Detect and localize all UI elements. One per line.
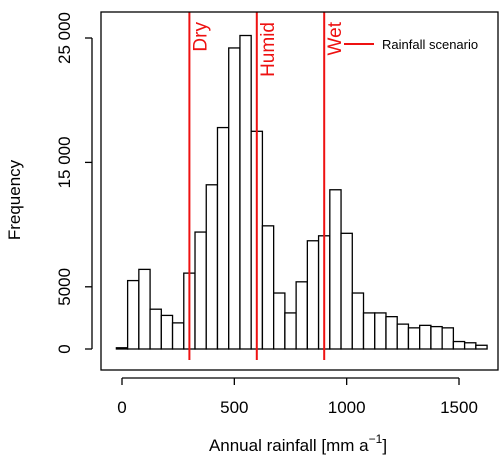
histogram-bar-21 [351,292,365,350]
histogram-bar-4 [160,314,174,350]
y-tick-label-0: 0 [55,344,74,353]
histogram-bar-14 [272,292,286,350]
histogram-bar-32 [475,344,488,350]
histogram-bar-0 [115,347,129,350]
y-axis-title: Frequency [5,159,24,240]
histogram-bars [115,34,488,350]
histogram-bar-31 [463,342,477,350]
y-axis: 0 5000 15 000 25 000 [55,12,93,354]
scenario-label-dry: Dry [190,22,211,52]
histogram-bar-22 [362,312,376,350]
histogram-bar-20 [340,232,353,350]
plot-frame [100,11,499,371]
histogram-bar-19 [329,189,342,350]
histogram-bar-25 [396,323,410,350]
x-tick-label-1000: 1000 [328,398,366,417]
legend: Rainfall scenario [344,37,478,52]
histogram-bar-8 [205,184,219,350]
histogram-bar-17 [306,240,320,350]
histogram-bar-3 [149,308,162,350]
histogram-bar-26 [407,327,421,350]
histogram-bar-11 [239,34,252,350]
plot-border [100,11,499,371]
x-tick-label-500: 500 [220,398,248,417]
x-axis-title: Annual rainfall [mm a−1] [209,432,387,455]
histogram-bar-15 [284,312,297,350]
histogram-bar-10 [228,47,241,350]
scenario-label-wet: Wet [325,21,346,55]
histogram-bar-9 [216,126,230,350]
histogram-bar-2 [138,268,151,350]
histogram-bar-30 [452,340,466,350]
legend-label: Rainfall scenario [382,37,478,52]
scenario-lines: Dry Humid Wet [188,12,346,360]
y-tick-label-15000: 15 000 [55,136,74,188]
y-tick-label-25000: 25 000 [55,12,74,64]
histogram-bar-23 [374,312,387,350]
histogram-bar-7 [194,231,207,350]
histogram-bar-13 [261,225,275,350]
x-tick-label-0: 0 [117,398,126,417]
histogram-bar-1 [126,279,140,350]
histogram-bar-24 [385,316,398,350]
x-axis: 0 500 1000 1500 [117,377,478,417]
histogram-bar-27 [419,324,432,350]
y-tick-label-5000: 5000 [55,268,74,306]
histogram-bar-28 [430,325,443,350]
scenario-label-humid: Humid [258,22,279,77]
x-tick-label-1500: 1500 [440,398,478,417]
histogram-bar-16 [295,281,308,350]
histogram-bar-5 [171,322,185,350]
histogram-bar-29 [441,327,455,350]
